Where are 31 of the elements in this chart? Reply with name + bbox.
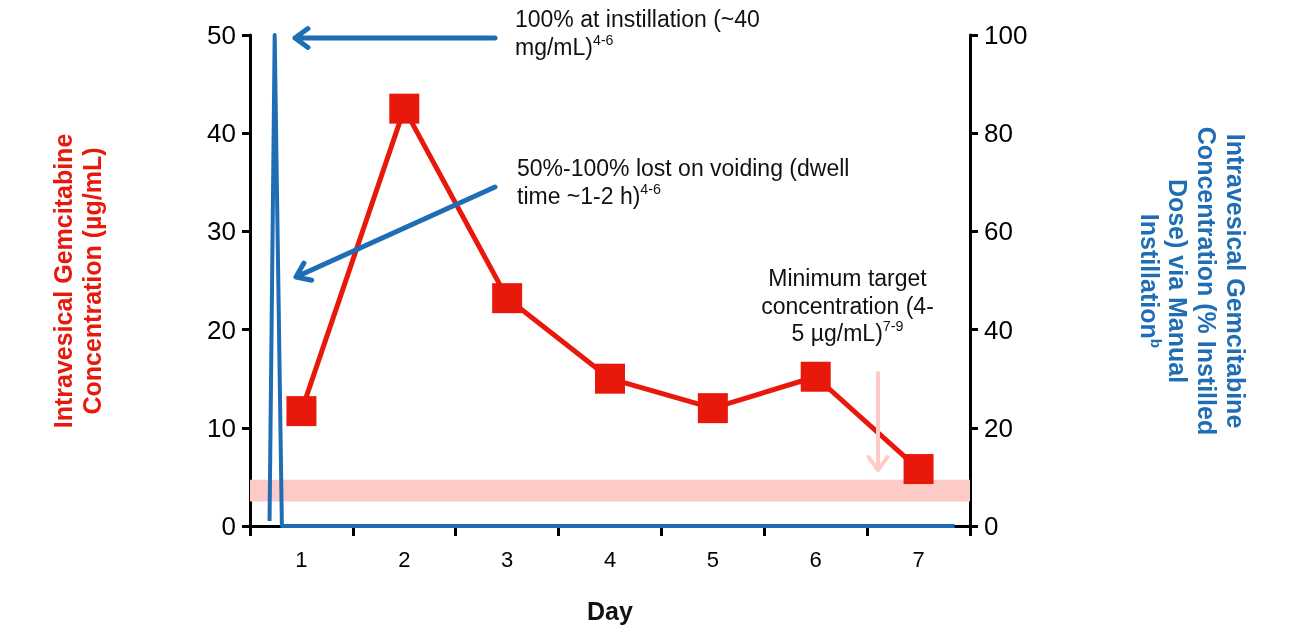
x-tick-label: 6 — [809, 546, 822, 572]
y-tick-label: 40 — [207, 118, 236, 149]
y-axis-title: Intravesical Gemcitabine Concentration (µg/mL) — [49, 132, 107, 430]
y2-tick-label: 0 — [984, 511, 999, 541]
y-tick-label: 0 — [221, 511, 236, 541]
point — [697, 393, 728, 424]
point — [286, 396, 317, 427]
y2-tick-label: 80 — [984, 118, 1013, 149]
point — [595, 363, 625, 394]
point — [389, 93, 420, 124]
annotation: 100% at instillation (~40 mg/mL)$^{4-6}$ — [515, 6, 761, 62]
point — [492, 283, 523, 314]
y2-tick-label: 60 — [984, 216, 1013, 247]
annotation: 50%-100% lost on voiding (dwell time ~1-2 h)$^{4-6}$ — [517, 155, 851, 211]
annotation: Minimum target concentration (4-5 µg/mL)$^{7-9}$ — [760, 265, 935, 348]
y-tick-label: 20 — [207, 314, 236, 345]
x-tick-label: 3 — [501, 546, 514, 572]
x-tick-label: 4 — [603, 546, 617, 572]
x-tick-label: 2 — [398, 546, 411, 572]
point — [903, 454, 934, 485]
x-tick-label: 1 — [295, 546, 308, 572]
y-tick-label: 50 — [207, 20, 236, 50]
y2-tick-label: 20 — [984, 412, 1013, 443]
y2-tick-label: 40 — [984, 314, 1013, 345]
point — [800, 361, 831, 392]
x-tick-label: 7 — [912, 546, 925, 572]
y-tick-label: 30 — [207, 216, 236, 247]
x-tick-label: 5 — [706, 546, 719, 572]
y-tick-label: 10 — [207, 412, 236, 443]
y2-tick-label: 100 — [984, 20, 1028, 50]
x-axis-title: Day — [587, 596, 633, 626]
